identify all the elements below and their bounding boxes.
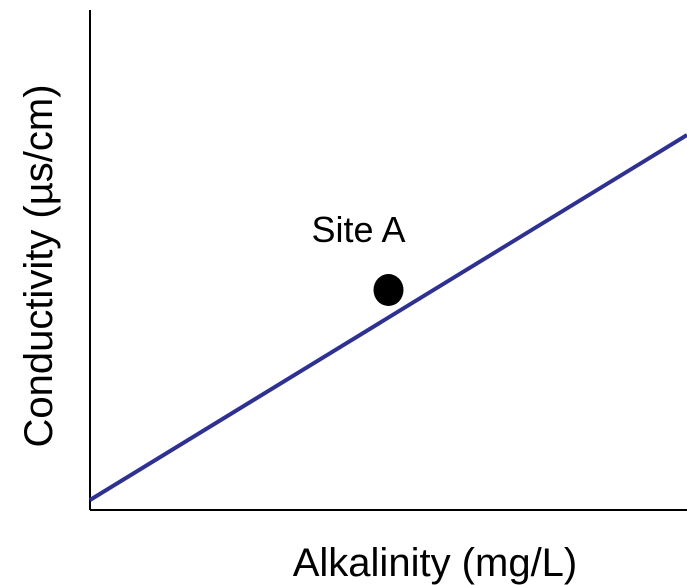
x-axis-title: Alkalinity (mg/L) <box>293 541 578 585</box>
data-point-site-a <box>373 274 404 306</box>
series-layer: Site A <box>88 133 687 502</box>
point-label: Site A <box>311 209 405 250</box>
y-axis-title: Conductivity (µs/cm) <box>17 84 61 447</box>
trend-line <box>88 133 687 502</box>
